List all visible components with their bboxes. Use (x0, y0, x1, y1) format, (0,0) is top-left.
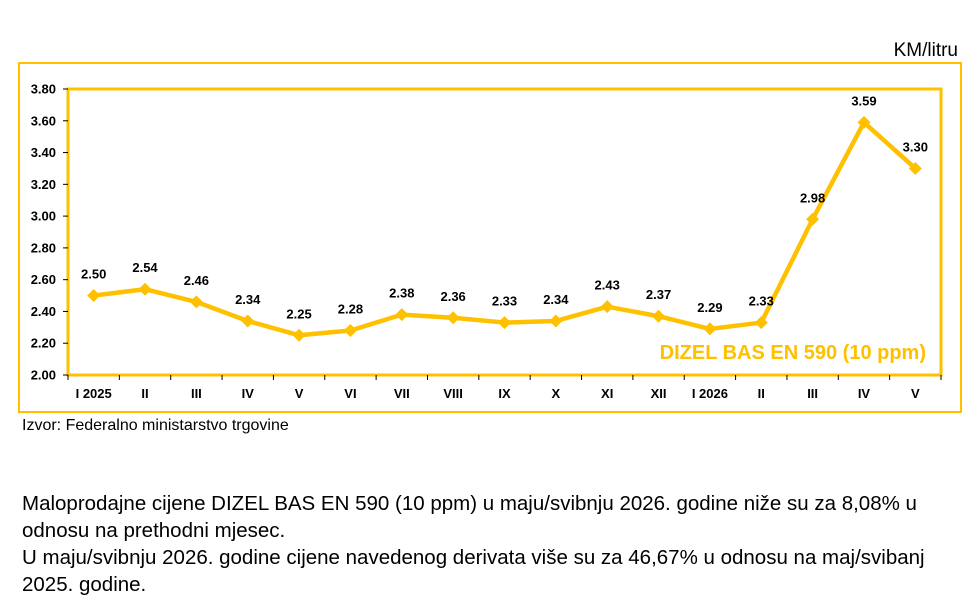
data-label: 2.43 (595, 278, 620, 293)
x-tick-label: XI (601, 386, 613, 401)
y-tick-label: 2.00 (31, 368, 56, 383)
plot-frame (66, 87, 943, 377)
source-note: Izvor: Federalno ministarstvo trgovine (22, 417, 289, 434)
x-axis: I 2025 II III IV V VI VII VIII IX X XI XII I 2026 II I… (67, 375, 942, 401)
y-tick-label: 2.20 (31, 336, 56, 351)
data-label: 2.54 (132, 260, 158, 275)
data-point (754, 316, 768, 330)
unit-label: KM/litru (893, 40, 958, 61)
x-tick-label: XII (651, 386, 667, 401)
data-label: 2.37 (646, 287, 671, 302)
data-label: 2.33 (492, 294, 517, 309)
x-tick-label: V (295, 386, 304, 401)
data-label: 2.33 (749, 294, 774, 309)
y-tick-label: 3.40 (31, 145, 56, 160)
data-label: 2.46 (184, 273, 209, 288)
data-label: 3.59 (851, 93, 876, 108)
data-point (652, 309, 666, 323)
data-label: 2.28 (338, 302, 363, 317)
data-point (446, 311, 460, 325)
outer-frame (18, 62, 962, 413)
data-point (241, 314, 255, 328)
data-labels: 2.50 2.54 2.46 2.34 2.25 2.28 2.38 2.36 2.33 2.34… (81, 93, 928, 321)
y-tick-label: 2.40 (31, 304, 56, 319)
x-tick-label: IV (858, 386, 871, 401)
data-label: 3.30 (903, 139, 928, 154)
data-point (600, 300, 614, 314)
y-tick-label: 3.80 (31, 82, 56, 97)
x-tick-label: IV (242, 386, 255, 401)
x-tick-label: II (141, 386, 148, 401)
data-label: 2.98 (800, 190, 825, 205)
x-tick-label: IX (498, 386, 511, 401)
data-point (549, 314, 563, 328)
description-paragraph: U maju/svibnju 2026. godine cijene naved… (22, 546, 925, 596)
x-tick-label: V (911, 386, 920, 401)
data-label: 2.34 (543, 292, 569, 307)
data-point (703, 322, 717, 336)
y-tick-label: 3.20 (31, 177, 56, 192)
x-tick-label: VII (394, 386, 410, 401)
x-tick-label: II (758, 386, 765, 401)
data-point (292, 328, 306, 342)
data-point (395, 308, 409, 322)
series-markers (87, 115, 922, 342)
description-paragraph: Maloprodajne cijene DIZEL BAS EN 590 (10… (22, 492, 917, 542)
data-label: 2.36 (440, 289, 465, 304)
y-tick-label: 3.00 (31, 209, 56, 224)
x-tick-label: VIII (443, 386, 463, 401)
y-tick-label: 2.80 (31, 240, 56, 255)
description: Maloprodajne cijene DIZEL BAS EN 590 (10… (22, 490, 967, 598)
data-point (806, 212, 820, 226)
x-tick-label: I 2026 (692, 386, 728, 401)
data-label: 2.29 (697, 300, 722, 315)
x-tick-label: X (552, 386, 561, 401)
y-tick-label: 3.60 (31, 113, 56, 128)
y-axis: 2.00 2.20 2.40 2.60 2.80 3.00 3.20 3.40 3.60 3.80 (31, 82, 68, 383)
x-tick-label: III (807, 386, 818, 401)
data-point (857, 115, 871, 129)
data-point (87, 289, 101, 303)
data-label: 2.34 (235, 292, 261, 307)
data-point (343, 324, 357, 338)
line-chart: 2.00 2.20 2.40 2.60 2.80 3.00 3.20 3.40 3.60 3.80… (18, 62, 962, 413)
data-point (908, 161, 922, 175)
x-tick-label: I 2025 (76, 386, 112, 401)
data-label: 2.25 (286, 306, 311, 321)
data-label: 2.38 (389, 286, 414, 301)
x-tick-label: III (191, 386, 202, 401)
x-tick-label: VI (344, 386, 356, 401)
data-point (138, 282, 152, 296)
y-tick-label: 2.60 (31, 272, 56, 287)
series-legend-label: DIZEL BAS EN 590 (10 ppm) (660, 342, 926, 364)
data-label: 2.50 (81, 267, 106, 282)
data-point (498, 316, 511, 330)
data-point (189, 295, 203, 309)
